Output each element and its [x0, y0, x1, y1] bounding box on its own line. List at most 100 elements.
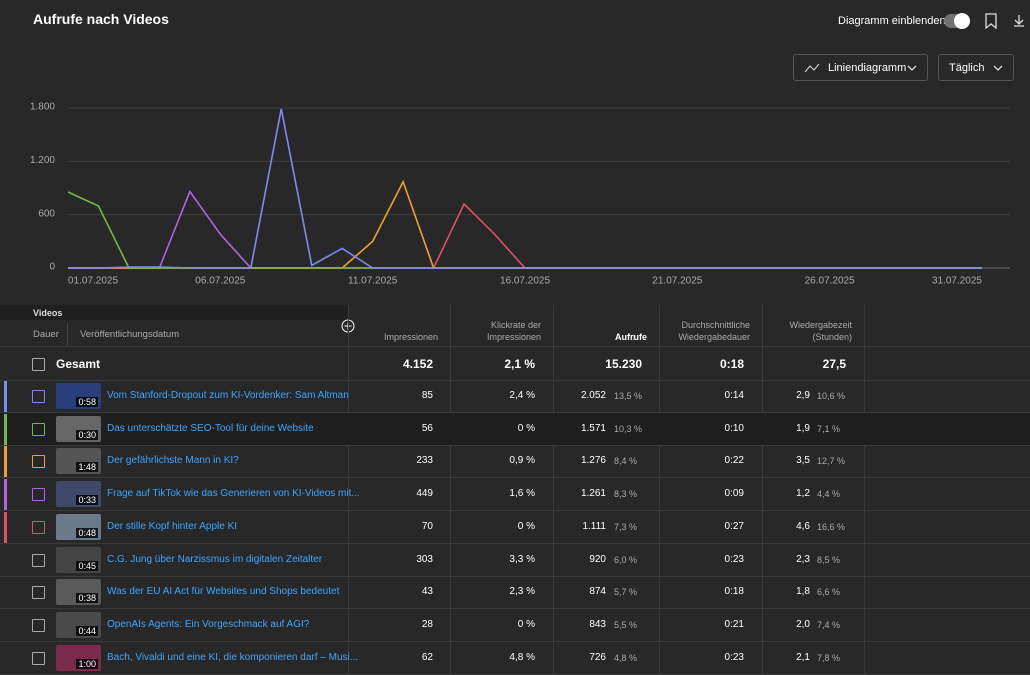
checkbox[interactable] [32, 651, 45, 665]
cell: 0 % [517, 618, 535, 630]
column-divider [659, 305, 660, 674]
checkbox[interactable] [32, 422, 45, 436]
cell: 2,0 [796, 618, 810, 630]
y-tick-label: 600 [38, 208, 55, 219]
column-divider [348, 305, 349, 674]
x-tick-label: 06.07.2025 [195, 276, 245, 287]
duration: 0:38 [76, 593, 98, 604]
row-divider [0, 346, 1030, 347]
cell: 0:09 [724, 488, 744, 500]
series-line [68, 179, 982, 269]
total-value: 27,5 [822, 357, 846, 371]
x-tick-label: 01.07.2025 [68, 276, 118, 287]
cell: 920 [589, 553, 606, 565]
cell: 0:10 [724, 422, 744, 434]
cell: 43 [421, 586, 433, 598]
cell-pct: 10,3 % [614, 423, 643, 434]
checkbox[interactable] [32, 455, 45, 469]
cell-pct: 13,5 % [614, 391, 643, 401]
column-header: Aufrufe [615, 332, 647, 342]
duration: 0:45 [76, 560, 98, 571]
cell-pct: 12,7 % [817, 456, 846, 467]
chart-type-select[interactable]: Liniendiagramm [793, 54, 928, 81]
row-divider [0, 380, 1030, 381]
cell: 874 [589, 586, 606, 598]
cell: 0:23 [724, 651, 744, 663]
cell-pct: 6,6 % [817, 587, 841, 598]
series-color [4, 413, 7, 445]
row-divider [0, 477, 1030, 479]
column-header: Veröffentlichungsdatum [80, 329, 180, 340]
checkbox[interactable] [32, 553, 45, 567]
video-title[interactable]: OpenAIs Agents: Ein Vorgeschmack auf AGI… [107, 618, 310, 630]
cell-pct: 8,3 % [614, 489, 638, 500]
column-divider [450, 305, 451, 674]
cell: 1.261 [580, 488, 606, 500]
checkbox[interactable] [32, 586, 45, 600]
download-icon[interactable] [1013, 14, 1025, 28]
total-label: Gesamt [56, 357, 101, 371]
video-title[interactable]: Frage auf TikTok wie das Generieren von … [107, 488, 360, 500]
cell: 0:18 [724, 586, 744, 598]
duration: 0:58 [76, 397, 98, 407]
cell: 0:21 [724, 618, 744, 630]
video-title[interactable]: C.G. Jung über Narzissmus im digitalen Z… [107, 553, 323, 565]
cell-pct: 4,8 % [614, 652, 638, 663]
video-title[interactable]: Der stille Kopf hinter Apple KI [107, 520, 238, 532]
column-divider [553, 305, 554, 674]
video-title[interactable]: Was der EU AI Act für Websites und Shops… [107, 586, 340, 598]
column-header: Impressionen [383, 332, 438, 342]
sort-icon: ↓ [631, 332, 636, 343]
thumbnail: 0:33 [56, 481, 101, 508]
column-header: Wiedergabezeit (Stunden) [789, 320, 852, 342]
video-title[interactable]: Vom Stanford-Dropout zum KI-Vordenker: S… [107, 390, 349, 401]
duration: 0:44 [76, 625, 98, 636]
total-value: 15.230 [605, 357, 642, 371]
series-line [68, 189, 982, 269]
cell: 2,4 % [509, 390, 535, 401]
row-highlight [0, 412, 1030, 445]
bookmark-icon[interactable] [984, 13, 998, 29]
cell: 1,2 [796, 488, 810, 500]
cell-pct: 10,6 % [817, 391, 846, 401]
checkbox[interactable] [32, 390, 45, 403]
series-color [4, 511, 7, 543]
video-title[interactable]: Bach, Vivaldi und eine KI, die komponier… [107, 651, 359, 663]
cell: 0:27 [724, 520, 744, 532]
checkbox[interactable] [32, 488, 45, 502]
cell: 0,9 % [509, 455, 535, 467]
select-label: Liniendiagramm [828, 61, 907, 74]
checkbox[interactable] [32, 358, 45, 371]
cell-pct: 7,8 % [817, 652, 841, 663]
period-select[interactable]: Täglich [938, 54, 1014, 81]
total-value: 2,1 % [504, 357, 535, 371]
duration: 0:48 [76, 527, 98, 538]
thumbnail: 1:48 [56, 448, 101, 475]
y-tick-label: 1.800 [30, 102, 55, 113]
duration: 0:30 [76, 429, 98, 440]
checkbox[interactable] [32, 618, 45, 632]
thumbnail: 0:58 [56, 383, 101, 409]
cell: 4,6 [796, 520, 810, 532]
video-title[interactable]: Das unterschätzte SEO-Tool für deine Web… [107, 422, 314, 434]
table: Videos Dauer Veröffentlichungsdatum Impr… [0, 305, 1030, 675]
thumbnail: 1:00 [56, 644, 101, 671]
row-divider [0, 542, 1030, 544]
cell: 70 [421, 520, 433, 532]
column-header: Durchschnittliche Wiedergabedauer [678, 320, 750, 342]
cell-pct: 6,0 % [614, 554, 638, 565]
section-label: Videos [33, 308, 63, 318]
cell: 3,5 [796, 455, 810, 467]
cell-pct: 8,4 % [614, 456, 638, 467]
cell-pct: 7,3 % [614, 521, 638, 532]
video-title[interactable]: Der gefährlichste Mann in KI? [107, 455, 239, 467]
y-tick-label: 1.200 [30, 155, 55, 166]
cell: 0 % [517, 422, 535, 434]
cell: 233 [416, 455, 433, 467]
cell: 4,8 % [509, 651, 535, 663]
cell: 2,3 % [509, 586, 535, 598]
x-tick-label: 16.07.2025 [500, 276, 550, 287]
toggle[interactable] [944, 13, 970, 29]
checkbox[interactable] [32, 520, 45, 534]
series-line [68, 108, 982, 269]
